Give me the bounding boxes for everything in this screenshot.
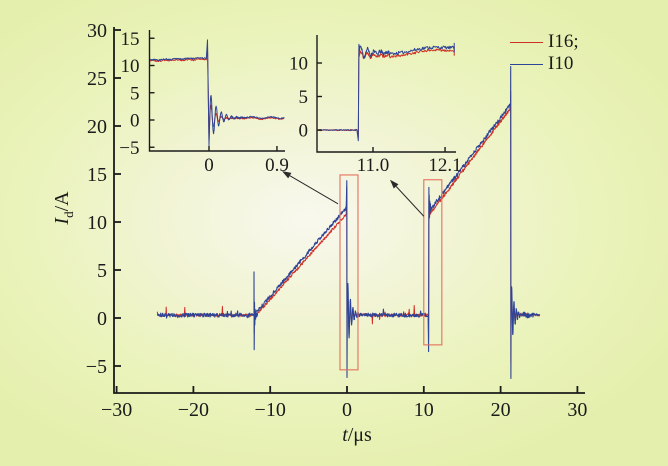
inset1-axis-y-tick-label: 5 <box>130 83 140 104</box>
main-axis-y-tick-label: 30 <box>87 20 107 42</box>
main-axis-x-tick-label: 0 <box>342 399 352 421</box>
inset2-axis-x-tick-label: 11.0 <box>357 155 390 176</box>
zoom-arrow-1 <box>289 175 339 205</box>
y-axis-unit: /A <box>51 191 73 212</box>
main-axis-y-tick-label: 25 <box>87 68 107 90</box>
main-axis-x-tick-label: −30 <box>101 399 132 421</box>
inset2-axis-y-tick-label: 0 <box>299 121 309 142</box>
legend-entry-i16: I16; <box>510 31 579 53</box>
y-axis-variable: I <box>51 217 73 225</box>
series-i16-inset1 <box>149 45 285 142</box>
inset2-axis-y-tick-label: 10 <box>289 54 308 75</box>
inset1-axis-y-tick-label: 0 <box>130 111 140 132</box>
inset1-axis-x-tick-label: 0.9 <box>265 155 289 176</box>
legend-label-i10: I10 <box>548 53 574 74</box>
zoom-arrowhead-2 <box>390 179 399 189</box>
x-axis-variable: t <box>342 424 348 446</box>
main-axis-y-tick-label: 10 <box>87 212 107 234</box>
y-axis-label: Id/A <box>51 153 76 263</box>
main-axis-x-tick-label: −20 <box>178 399 209 421</box>
main-axis-y-tick-label: −5 <box>86 356 107 378</box>
series-i10-inset1 <box>149 39 285 147</box>
main-axis-x-tick-label: 30 <box>567 399 587 421</box>
main-axis-y-tick-label: 0 <box>97 308 107 330</box>
series-i10-main <box>156 65 541 380</box>
main-axis-x-tick-label: 20 <box>491 399 511 421</box>
inset2-axis-x-tick-label: 12.1 <box>428 155 461 176</box>
zoom-arrow-2 <box>395 186 425 217</box>
main-axis-y-tick-label: 5 <box>97 260 107 282</box>
legend-line-i10 <box>510 63 543 65</box>
legend-entry-i10: I10 <box>510 53 579 75</box>
inset2-axis-y-tick-label: 5 <box>299 87 309 108</box>
legend-line-i16 <box>510 41 543 43</box>
legend-label-i16: I16; <box>548 31 579 52</box>
main-axis-y-tick-label: 15 <box>87 164 107 186</box>
zoom-arrowhead-1 <box>282 171 292 179</box>
inset1-axis-y-tick-label: −5 <box>119 138 139 159</box>
main-axis-x-tick-label: 10 <box>414 399 434 421</box>
main-axis-spines <box>113 27 585 394</box>
inset1-axis-y-tick-label: 15 <box>121 29 140 50</box>
main-axis-y-tick-label: 20 <box>87 116 107 138</box>
series-i16-inset2 <box>317 45 455 138</box>
inset2-axis-spines <box>316 35 456 153</box>
zoom-box-2 <box>423 179 443 346</box>
zoom-box-1 <box>339 174 359 371</box>
y-axis-subscript: d <box>61 211 76 218</box>
x-axis-label: t/μs <box>302 424 412 447</box>
inset1-axis-y-tick-label: 10 <box>121 56 140 77</box>
main-axis-x-tick-label: −10 <box>255 399 286 421</box>
inset1-axis-x-tick-label: 0 <box>204 155 214 176</box>
series-i10-inset2 <box>317 42 455 142</box>
legend: I16; I10 <box>510 31 579 75</box>
inset1-axis-spines <box>148 30 285 152</box>
x-axis-unit: /μs <box>347 424 372 446</box>
